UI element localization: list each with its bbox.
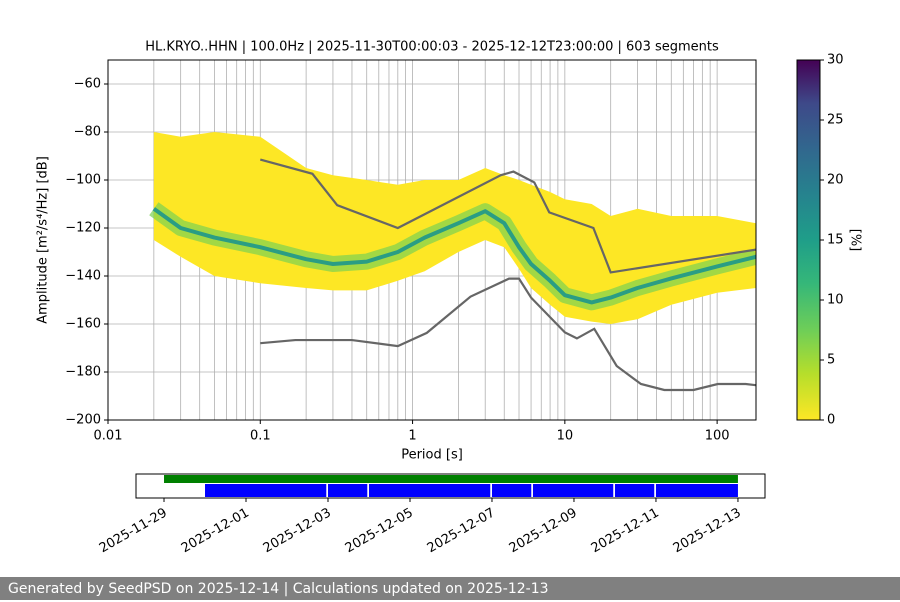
x-tick-label: 2025-11-29 — [97, 506, 170, 557]
noise-model — [260, 277, 756, 392]
x-tick-label: 100 — [705, 429, 730, 444]
chart: HL.KRYO..HHN | 100.0Hz | 2025-11-30T00:0… — [36, 40, 863, 557]
y-tick-label: −80 — [74, 125, 101, 140]
page: {"chart_data": [ {"type": "ppsd", "title… — [0, 39, 900, 600]
x-tick-label: 2025-12-03 — [261, 506, 334, 557]
timeline-segment — [491, 484, 532, 497]
timeline-segment — [368, 484, 491, 497]
noise-model — [259, 158, 756, 274]
y-axis-label: Amplitude [m²/s⁴/Hz] [dB] — [36, 156, 51, 324]
timeline-segment — [532, 484, 614, 497]
colorbar-tick-label: 10 — [827, 293, 844, 308]
y-tick-label: −140 — [65, 269, 101, 284]
colorbar-tick-label: 0 — [827, 413, 835, 428]
timeline-frame — [135, 473, 766, 499]
colorbar-tick-label: 25 — [827, 113, 844, 128]
psd-mode — [152, 207, 756, 305]
x-tick-label: 2025-12-13 — [671, 506, 744, 557]
timeline-segment — [205, 484, 327, 497]
x-tick-label: 2025-12-09 — [507, 506, 580, 557]
colorbar-tick-label: 30 — [827, 53, 844, 68]
x-tick-label: 2025-12-05 — [343, 506, 416, 557]
x-tick-label: 0.01 — [94, 429, 123, 444]
timeline-segment — [614, 484, 655, 497]
x-tick-label: 0.1 — [250, 429, 271, 444]
colorbar-tick-label: 15 — [827, 233, 844, 248]
y-tick-label: −120 — [65, 221, 101, 236]
timeline-segment — [655, 484, 738, 497]
footer: Generated by SeedPSD on 2025-12-14 | Cal… — [0, 577, 900, 600]
chart-title: HL.KRYO..HHN | 100.0Hz | 2025-11-30T00:0… — [145, 40, 719, 55]
timeline-segment — [164, 475, 738, 483]
x-tick-label: 2025-12-11 — [589, 506, 662, 557]
y-tick-label: −60 — [74, 77, 101, 92]
y-tick-label: −180 — [65, 365, 101, 380]
plot-area — [108, 60, 756, 420]
colorbar-label: [%] — [848, 229, 863, 252]
y-tick-label: −100 — [65, 173, 101, 188]
colorbar — [796, 59, 821, 421]
x-tick-label: 1 — [408, 429, 416, 444]
y-tick-label: −200 — [65, 413, 101, 428]
x-tick-label: 10 — [557, 429, 574, 444]
x-tick-label: 2025-12-01 — [179, 506, 252, 557]
plot-frame — [107, 59, 757, 421]
y-tick-label: −160 — [65, 317, 101, 332]
colorbar-tick-label: 20 — [827, 173, 844, 188]
x-axis-label: Period [s] — [401, 448, 463, 463]
timeline-segment — [327, 484, 368, 497]
colorbar-tick-label: 5 — [827, 353, 835, 368]
x-tick-label: 2025-12-07 — [425, 506, 498, 557]
